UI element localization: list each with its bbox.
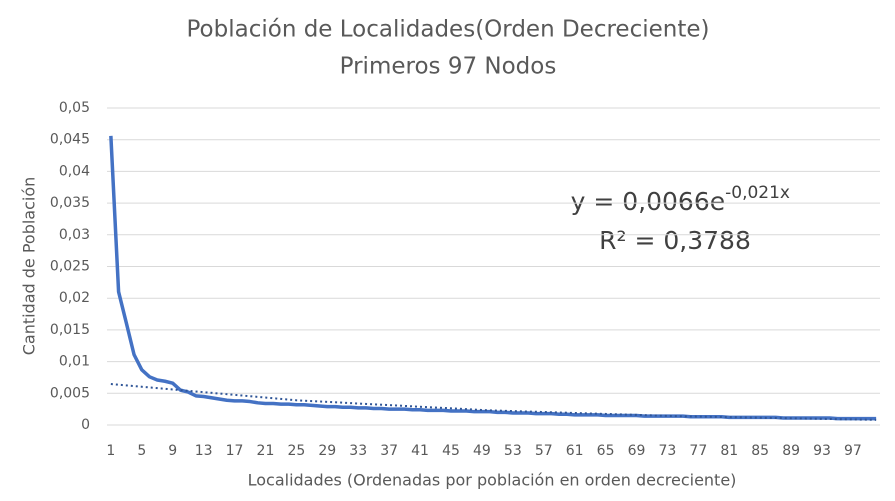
trend-equation: y = 0,0066e-0,021x [571,183,790,216]
x-tick-label: 77 [689,443,707,459]
y-tick-label: 0 [81,417,90,433]
x-tick-label: 9 [168,443,177,459]
x-tick-label: 49 [473,443,491,459]
y-tick-label: 0,005 [50,385,90,401]
y-tick-label: 0,01 [59,354,90,370]
r-squared: R² = 0,3788 [599,226,751,255]
trendline [110,383,877,421]
x-tick-label: 61 [566,443,584,459]
equation-base: y = 0,0066e [571,187,726,216]
chart-subtitle: Primeros 97 Nodos [340,54,557,80]
y-tick-label: 0,035 [50,195,90,211]
y-tick-label: 0,025 [50,259,90,275]
equation-exponent: -0,021x [725,183,790,203]
x-tick-label: 97 [844,443,862,459]
y-axis-title: Cantidad de Población [20,177,39,356]
x-tick-label: 41 [411,443,429,459]
x-tick-label: 5 [137,443,146,459]
x-tick-label: 25 [287,443,305,459]
x-tick-label: 65 [597,443,615,459]
x-tick-label: 37 [380,443,398,459]
y-tick-label: 0,03 [59,227,90,243]
y-tick-label: 0,05 [59,100,90,116]
y-tick-label: 0,015 [50,322,90,338]
x-tick-label: 93 [813,443,831,459]
x-tick-label: 53 [504,443,522,459]
x-axis-title: Localidades (Ordenadas por población en … [248,471,737,490]
data-line [109,135,877,421]
x-tick-label: 85 [751,443,769,459]
y-tick-label: 0,02 [59,290,90,306]
x-tick-label: 1 [106,443,115,459]
x-tick-label: 13 [195,443,213,459]
x-tick-label: 17 [226,443,244,459]
x-tick-label: 89 [782,443,800,459]
x-tick-label: 57 [535,443,553,459]
x-tick-label: 45 [442,443,460,459]
x-tick-label: 73 [659,443,677,459]
x-tick-label: 69 [628,443,646,459]
x-tick-label: 29 [318,443,336,459]
x-tick-label: 33 [349,443,367,459]
chart-title: Población de Localidades(Orden Decrecien… [187,17,710,43]
y-tick-label: 0,04 [59,163,90,179]
x-tick-label: 81 [720,443,738,459]
y-tick-label: 0,045 [50,132,90,148]
x-tick-label: 21 [257,443,275,459]
